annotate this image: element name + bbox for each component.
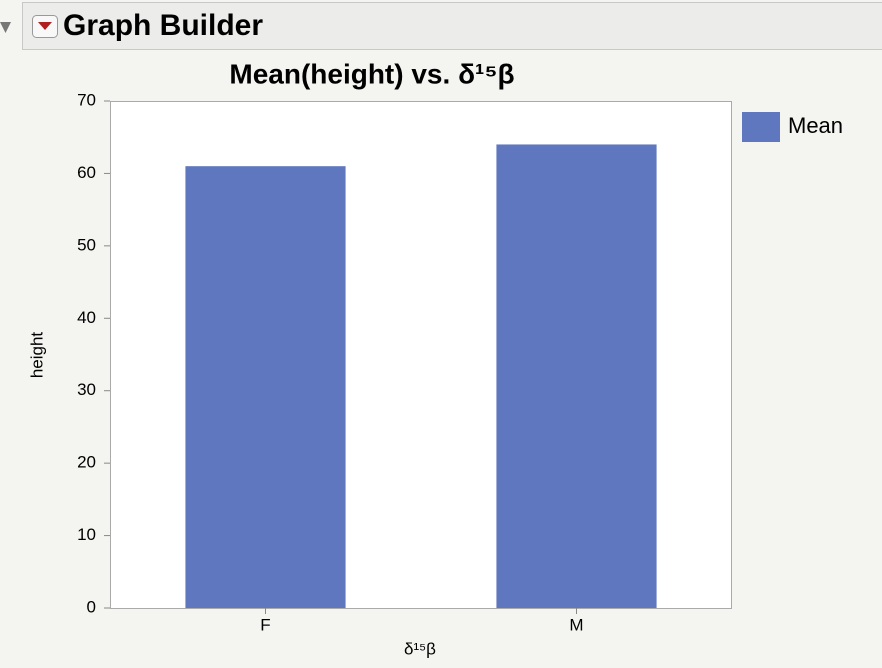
collapse-toggle[interactable]: [0, 22, 11, 33]
y-tick-label: 50: [77, 235, 96, 254]
bar: [185, 166, 346, 608]
x-axis-label: δ¹⁵β: [404, 639, 436, 658]
y-tick-label: 70: [77, 90, 96, 109]
header-bar: [22, 2, 882, 50]
legend-label: Mean: [788, 113, 843, 138]
y-tick-label: 10: [77, 525, 96, 544]
chart-title: Mean(height) vs. δ¹⁵β: [229, 58, 514, 89]
y-axis-label: height: [27, 332, 46, 379]
y-tick-label: 0: [87, 597, 96, 616]
x-tick-label: M: [569, 615, 583, 634]
x-tick-label: F: [260, 615, 270, 634]
y-tick-label: 60: [77, 163, 96, 182]
header-title: Graph Builder: [63, 9, 263, 42]
y-tick-label: 20: [77, 453, 96, 472]
legend-swatch: [742, 112, 780, 142]
bar: [496, 144, 657, 608]
y-tick-label: 40: [77, 308, 96, 327]
y-tick-label: 30: [77, 380, 96, 399]
menu-icon: [38, 22, 52, 30]
